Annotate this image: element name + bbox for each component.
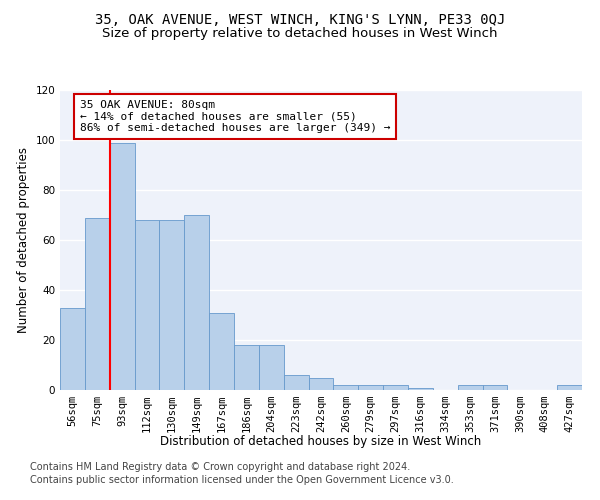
Text: Distribution of detached houses by size in West Winch: Distribution of detached houses by size … (160, 435, 482, 448)
Text: Contains public sector information licensed under the Open Government Licence v3: Contains public sector information licen… (30, 475, 454, 485)
Bar (234, 345, 259, 390)
Bar (209, 312, 234, 390)
Bar (60, 308, 85, 390)
Bar (160, 220, 184, 390)
Bar (110, 142, 134, 390)
Bar (408, 388, 433, 390)
Bar (358, 385, 383, 390)
Bar (184, 215, 209, 390)
Y-axis label: Number of detached properties: Number of detached properties (17, 147, 30, 333)
Bar (85, 218, 110, 390)
Bar (557, 385, 582, 390)
Bar (458, 385, 482, 390)
Text: Size of property relative to detached houses in West Winch: Size of property relative to detached ho… (102, 28, 498, 40)
Bar (334, 385, 358, 390)
Bar (284, 375, 308, 390)
Text: 35 OAK AVENUE: 80sqm
← 14% of detached houses are smaller (55)
86% of semi-detac: 35 OAK AVENUE: 80sqm ← 14% of detached h… (80, 100, 391, 133)
Text: 35, OAK AVENUE, WEST WINCH, KING'S LYNN, PE33 0QJ: 35, OAK AVENUE, WEST WINCH, KING'S LYNN,… (95, 12, 505, 26)
Text: Contains HM Land Registry data © Crown copyright and database right 2024.: Contains HM Land Registry data © Crown c… (30, 462, 410, 472)
Bar (383, 385, 408, 390)
Bar (259, 345, 284, 390)
Bar (308, 378, 334, 390)
Bar (134, 220, 160, 390)
Bar (482, 385, 508, 390)
